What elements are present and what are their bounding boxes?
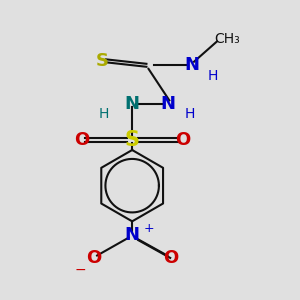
Text: O: O: [86, 250, 101, 268]
Text: H: H: [99, 107, 109, 121]
Text: N: N: [160, 95, 175, 113]
Text: −: −: [74, 263, 86, 277]
Text: O: O: [74, 130, 89, 148]
Text: +: +: [143, 222, 154, 235]
Text: N: N: [125, 226, 140, 244]
Text: N: N: [125, 95, 140, 113]
Text: S: S: [96, 52, 109, 70]
Text: S: S: [125, 130, 140, 150]
Text: CH₃: CH₃: [214, 32, 240, 46]
Text: O: O: [175, 130, 190, 148]
Text: H: H: [207, 69, 218, 83]
Text: H: H: [185, 107, 195, 121]
Text: N: N: [184, 56, 199, 74]
Text: O: O: [163, 250, 178, 268]
